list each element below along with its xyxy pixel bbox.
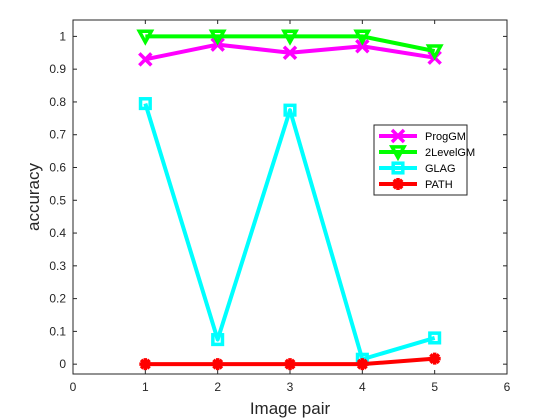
data-point <box>138 97 152 111</box>
y-tick-label: 0.7 <box>49 128 66 142</box>
axes-frame <box>72 19 508 375</box>
legend-label: PATH <box>425 179 453 191</box>
plot-area <box>72 19 508 375</box>
legend-entry: PATH <box>379 178 453 191</box>
x-axis: 0 1 2 3 4 5 6 <box>70 20 511 394</box>
legend-marker <box>389 145 407 162</box>
legend-label: ProgGM <box>425 131 466 143</box>
series-2levelgm <box>136 29 444 61</box>
data-point <box>138 52 153 67</box>
y-tick-label: 0 <box>59 357 66 371</box>
series-line <box>143 102 436 362</box>
x-tick-label: 1 <box>142 380 149 394</box>
data-point <box>356 358 369 371</box>
x-tick-label: 3 <box>287 380 294 394</box>
x-tick-label: 4 <box>359 380 366 394</box>
y-tick-label: 0.8 <box>49 95 66 109</box>
x-tick-label: 2 <box>214 380 221 394</box>
x-axis-title: Image pair <box>250 399 331 418</box>
legend-entry: GLAG <box>379 161 456 175</box>
y-tick-label: 1 <box>59 29 66 43</box>
data-point <box>136 29 155 46</box>
series-layer <box>136 29 444 371</box>
data-point <box>425 44 444 61</box>
data-point <box>353 29 372 46</box>
y-tick-label: 0.5 <box>49 193 66 207</box>
legend: ProgGM 2LevelGM GLAG PATH <box>373 124 475 196</box>
data-point <box>428 331 442 345</box>
series-line <box>145 34 436 54</box>
data-point <box>208 29 227 46</box>
legend-marker <box>391 161 405 175</box>
data-point <box>428 352 441 365</box>
data-point <box>282 45 298 61</box>
y-tick-label: 0.3 <box>49 259 66 273</box>
data-point <box>139 358 152 371</box>
x-tick-label: 6 <box>504 380 511 394</box>
y-tick-label: 0.1 <box>49 324 66 338</box>
y-axis: 0 0.1 0.2 0.3 0.4 0.5 0.6 0.7 0.8 0.9 1 <box>49 29 507 371</box>
data-point <box>281 29 299 46</box>
y-tick-label: 0.4 <box>49 226 66 240</box>
data-point <box>211 333 225 347</box>
x-tick-label: 5 <box>431 380 438 394</box>
legend-marker <box>390 128 406 144</box>
data-point <box>284 358 296 371</box>
data-point <box>283 103 297 117</box>
y-tick-label: 0.2 <box>49 292 66 306</box>
legend-entry: ProgGM <box>379 128 466 144</box>
legend-label: 2LevelGM <box>425 147 475 159</box>
legend-entry: 2LevelGM <box>379 145 475 162</box>
x-tick-label: 0 <box>70 380 77 394</box>
y-tick-label: 0.9 <box>49 62 66 76</box>
legend-label: GLAG <box>425 163 456 175</box>
data-point <box>211 358 224 371</box>
y-tick-label: 0.6 <box>49 161 66 175</box>
legend-marker <box>392 178 404 190</box>
series-proggm <box>138 37 442 67</box>
data-point <box>355 38 370 54</box>
y-axis-title: accuracy <box>24 162 43 231</box>
series-path <box>139 352 441 371</box>
